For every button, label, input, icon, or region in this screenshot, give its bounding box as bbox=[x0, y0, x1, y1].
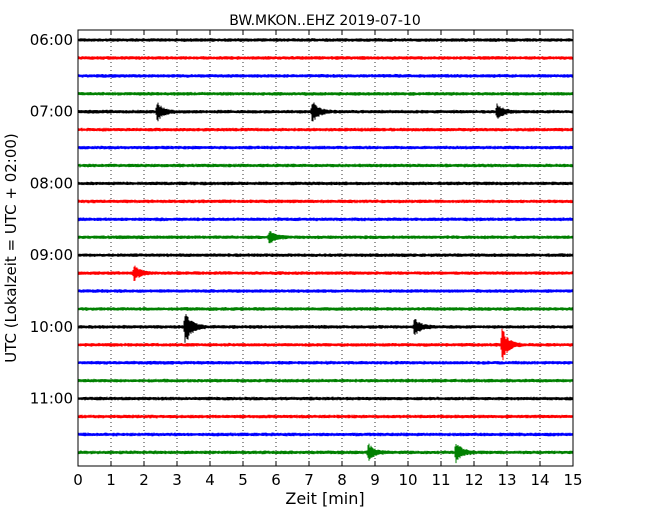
grid-lines bbox=[110, 30, 541, 466]
x-tick-label: 11 bbox=[431, 471, 450, 489]
x-tick-label: 3 bbox=[172, 471, 182, 489]
x-tick-label: 14 bbox=[530, 471, 549, 489]
y-tick-label: 11:00 bbox=[30, 390, 73, 408]
trace-1145 bbox=[78, 443, 573, 464]
x-tick-label: 8 bbox=[337, 471, 347, 489]
trace-1115 bbox=[78, 414, 573, 419]
seismogram-traces bbox=[78, 38, 573, 464]
trace-0645 bbox=[78, 91, 573, 96]
y-tick-label: 06:00 bbox=[30, 31, 73, 49]
y-axis-ticks: 06:00 07:00 08:00 09:00 10:00 11:00 bbox=[30, 31, 573, 408]
trace-0630 bbox=[78, 73, 573, 78]
trace-0845 bbox=[78, 231, 573, 244]
trace-1130 bbox=[78, 432, 573, 437]
trace-0745 bbox=[78, 163, 573, 168]
x-tick-label: 0 bbox=[73, 471, 83, 489]
x-tick-label: 5 bbox=[238, 471, 248, 489]
x-tick-label: 12 bbox=[464, 471, 483, 489]
x-tick-label: 13 bbox=[497, 471, 516, 489]
trace-0730 bbox=[78, 145, 573, 150]
x-tick-label: 10 bbox=[398, 471, 417, 489]
trace-0815 bbox=[78, 199, 573, 204]
trace-0615 bbox=[78, 56, 573, 60]
trace-0930 bbox=[78, 289, 573, 293]
trace-0915 bbox=[78, 265, 573, 281]
x-tick-label: 7 bbox=[304, 471, 314, 489]
trace-0830 bbox=[78, 217, 573, 222]
y-tick-label: 09:00 bbox=[30, 246, 73, 264]
trace-0945 bbox=[78, 307, 573, 311]
x-tick-label: 1 bbox=[106, 471, 116, 489]
plot-area-frame bbox=[77, 29, 574, 467]
x-tick-label: 2 bbox=[139, 471, 149, 489]
x-axis-ticks: 0 1 2 3 4 5 6 7 8 9 10 11 12 13 14 15 bbox=[73, 30, 583, 489]
trace-1030 bbox=[78, 360, 573, 365]
trace-0715 bbox=[78, 127, 573, 132]
y-tick-label: 08:00 bbox=[30, 174, 73, 192]
y-tick-label: 10:00 bbox=[30, 318, 73, 336]
x-tick-label: 9 bbox=[370, 471, 380, 489]
x-axis-label: Zeit [min] bbox=[285, 489, 364, 508]
y-axis-label: UTC (Lokalzeit = UTC + 02:00) bbox=[2, 133, 20, 363]
y-tick-label: 07:00 bbox=[30, 103, 73, 121]
x-tick-label: 15 bbox=[563, 471, 582, 489]
x-tick-label: 6 bbox=[271, 471, 281, 489]
chart-title: BW.MKON..EHZ 2019-07-10 bbox=[229, 13, 420, 29]
trace-1015 bbox=[78, 328, 573, 361]
trace-1045 bbox=[78, 378, 573, 383]
x-tick-label: 4 bbox=[205, 471, 215, 489]
